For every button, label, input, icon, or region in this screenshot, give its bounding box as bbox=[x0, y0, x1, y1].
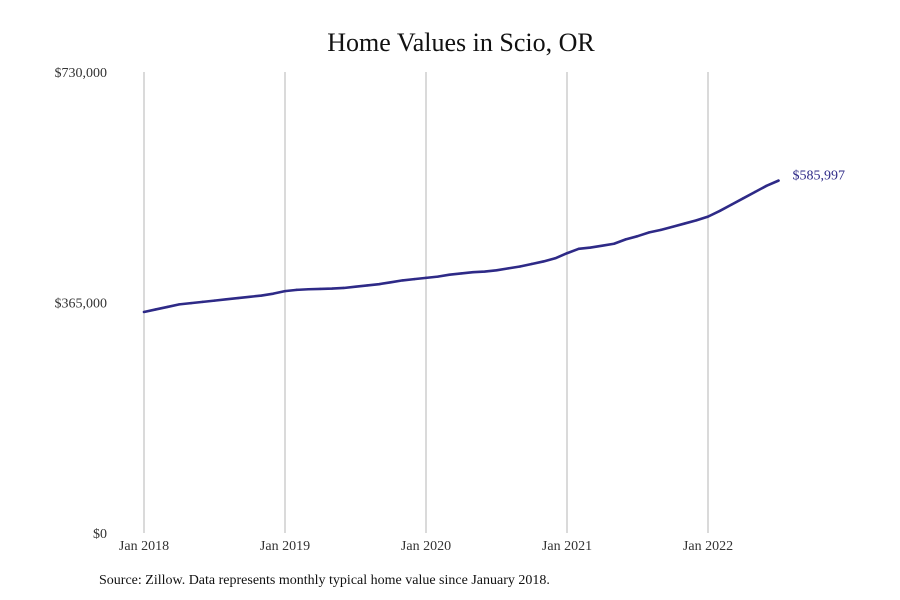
data-point bbox=[601, 244, 604, 247]
data-point bbox=[178, 303, 181, 306]
data-point bbox=[695, 219, 698, 222]
data-point bbox=[401, 279, 404, 282]
data-point bbox=[189, 301, 193, 305]
data-point bbox=[671, 225, 674, 228]
y-tick-label: $730,000 bbox=[55, 66, 108, 81]
x-axis-tick-labels: Jan 2018 Jan 2019 Jan 2020 Jan 2021 Jan 2022 bbox=[119, 539, 733, 554]
data-point bbox=[460, 272, 463, 275]
data-point bbox=[236, 296, 240, 300]
data-point bbox=[436, 275, 439, 278]
chart-title: Home Values in Scio, OR bbox=[327, 28, 595, 57]
series-layer: $585,997 bbox=[142, 169, 846, 314]
y-tick-label: $0 bbox=[93, 527, 107, 542]
data-point bbox=[530, 262, 533, 266]
data-points bbox=[142, 179, 780, 314]
data-point bbox=[225, 298, 228, 301]
data-point bbox=[683, 222, 686, 225]
x-tick-label: Jan 2018 bbox=[119, 539, 169, 554]
x-tick-label: Jan 2019 bbox=[260, 539, 310, 554]
data-point bbox=[648, 231, 651, 234]
data-point bbox=[424, 276, 428, 280]
data-point bbox=[389, 281, 392, 284]
data-point bbox=[507, 267, 510, 270]
data-point bbox=[354, 285, 357, 288]
data-point bbox=[753, 190, 757, 194]
x-tick-label: Jan 2021 bbox=[542, 539, 592, 554]
data-point bbox=[718, 209, 721, 213]
data-point bbox=[554, 257, 557, 260]
data-point bbox=[518, 265, 522, 268]
y-tick-label: $365,000 bbox=[55, 297, 108, 312]
x-tick-label: Jan 2020 bbox=[401, 539, 451, 554]
data-point bbox=[624, 238, 627, 241]
data-point bbox=[201, 300, 204, 304]
data-point bbox=[248, 295, 251, 299]
data-point bbox=[730, 203, 733, 206]
data-point bbox=[142, 310, 146, 314]
data-point bbox=[260, 294, 263, 297]
data-point bbox=[272, 292, 275, 295]
data-point bbox=[483, 270, 486, 273]
data-point bbox=[765, 184, 768, 187]
data-point bbox=[612, 242, 616, 245]
data-point bbox=[565, 252, 569, 255]
end-value-label: $585,997 bbox=[793, 169, 846, 184]
series-line bbox=[142, 179, 780, 314]
data-point bbox=[636, 234, 639, 238]
data-point bbox=[213, 299, 216, 302]
data-point bbox=[366, 284, 369, 287]
data-point bbox=[330, 287, 334, 290]
data-point bbox=[307, 288, 310, 291]
data-point bbox=[166, 305, 169, 309]
y-axis-tick-labels: $0 $365,000 $730,000 bbox=[55, 66, 108, 542]
data-point bbox=[495, 269, 498, 272]
data-point bbox=[589, 246, 592, 249]
data-point bbox=[319, 287, 322, 291]
data-point bbox=[377, 282, 381, 286]
data-point bbox=[577, 247, 580, 251]
data-point bbox=[154, 308, 157, 311]
data-point bbox=[742, 197, 745, 200]
data-point bbox=[471, 270, 475, 274]
data-point bbox=[777, 179, 780, 182]
data-point bbox=[448, 273, 451, 276]
data-point bbox=[706, 215, 710, 218]
data-point bbox=[342, 286, 345, 290]
grid-lines bbox=[143, 72, 709, 533]
data-point bbox=[659, 228, 663, 232]
data-point bbox=[295, 288, 298, 292]
data-point bbox=[283, 289, 287, 293]
data-point bbox=[413, 277, 416, 281]
x-tick-label: Jan 2022 bbox=[683, 539, 733, 554]
data-point bbox=[542, 260, 545, 263]
source-note: Source: Zillow. Data represents monthly … bbox=[99, 573, 550, 588]
